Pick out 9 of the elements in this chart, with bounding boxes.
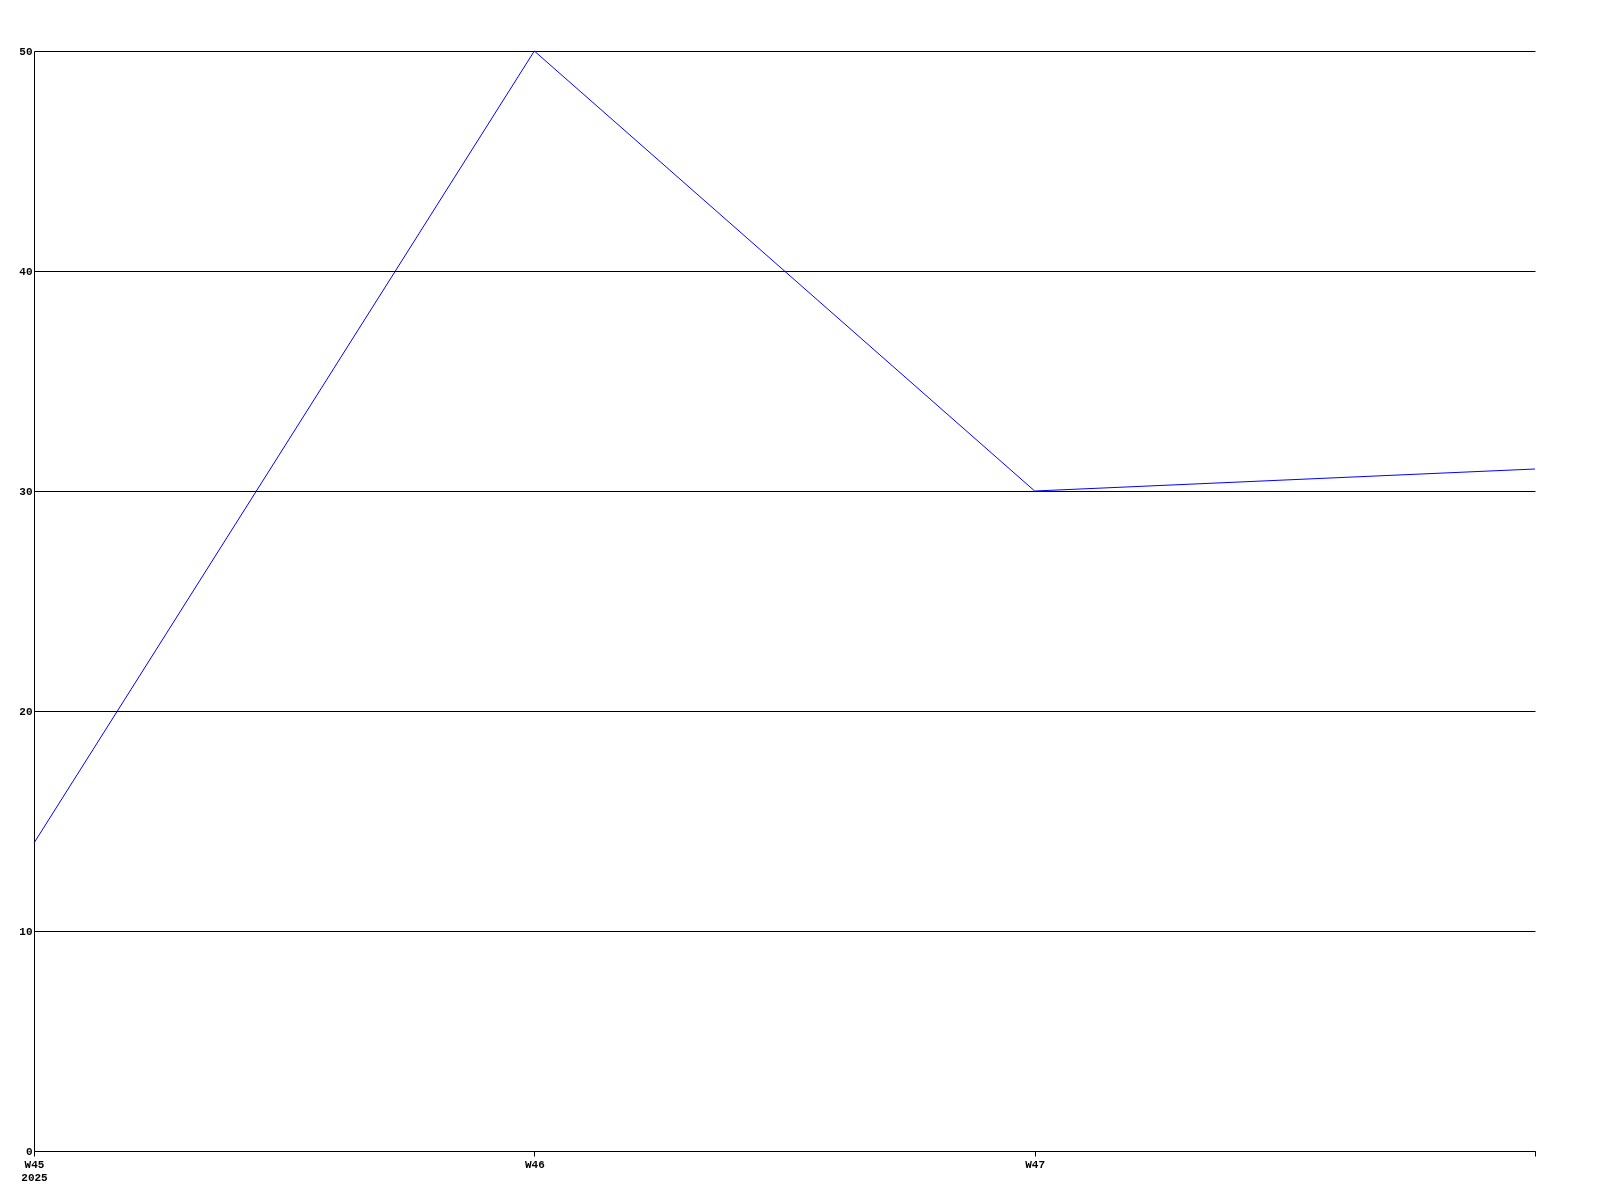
y-tick-label: 30 (19, 485, 33, 498)
x-tick-label: W46 (524, 1158, 545, 1171)
x-tick-label: W45 2025 (21, 1158, 49, 1184)
y-tick-label: 40 (19, 265, 33, 278)
y-tick-label: 20 (19, 705, 33, 718)
x-tick-label: W47 (1025, 1158, 1046, 1171)
y-tick-label: 10 (19, 925, 33, 938)
y-tick-label: 0 (25, 1145, 33, 1158)
y-tick-label: 50 (19, 45, 33, 58)
